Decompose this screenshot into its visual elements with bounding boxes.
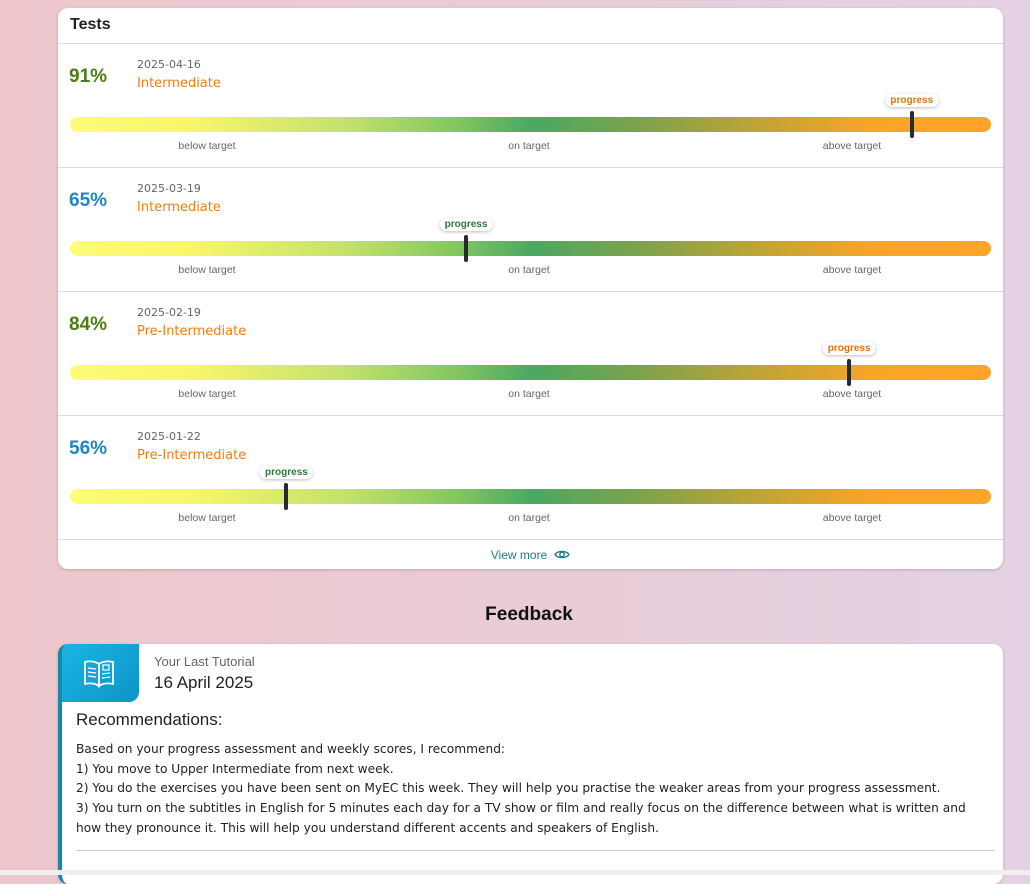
progress-marker-label: progress — [439, 218, 493, 231]
test-row: 56% 2025-01-22 Pre-Intermediate progress… — [58, 416, 1003, 540]
test-row: 65% 2025-03-19 Intermediate progress bel… — [58, 168, 1003, 292]
recommendations-text: Based on your progress assessment and we… — [76, 740, 988, 839]
progress-scale-bar — [70, 365, 991, 380]
test-level: Intermediate — [137, 200, 221, 215]
progress-marker-label: progress — [260, 466, 313, 479]
feedback-card: Your Last Tutorial 16 April 2025 Recomme… — [58, 644, 1003, 884]
progress-scale-bar — [70, 489, 991, 504]
test-score: 65% — [69, 190, 108, 211]
test-date: 2025-04-16 — [137, 58, 201, 71]
scale-label-on: on target — [508, 388, 550, 400]
test-score: 56% — [69, 438, 108, 459]
test-score: 91% — [69, 66, 108, 87]
progress-marker-label: progress — [885, 94, 939, 107]
test-level: Pre-Intermediate — [137, 324, 247, 339]
progress-marker — [464, 235, 469, 262]
scale-label-below: below target — [178, 512, 236, 524]
scale-label-above: above target — [822, 512, 882, 524]
eye-icon — [554, 550, 571, 559]
progress-scale-bar — [70, 241, 991, 256]
page-bottom-edge — [0, 870, 1030, 875]
view-more-label: View more — [490, 547, 548, 562]
scale-label-below: below target — [178, 388, 236, 400]
recommendation-line: 3) You turn on the subtitles in English … — [76, 801, 966, 835]
scale-label-below: below target — [178, 264, 236, 276]
feedback-heading: Feedback — [485, 604, 573, 625]
tutorial-date: 16 April 2025 — [154, 673, 254, 692]
test-level: Intermediate — [137, 76, 221, 91]
test-date: 2025-03-19 — [137, 182, 201, 195]
progress-marker — [909, 111, 914, 138]
scale-label-above: above target — [822, 264, 882, 276]
scale-label-above: above target — [822, 388, 882, 400]
recommendations-title: Recommendations: — [76, 710, 223, 729]
open-book-icon — [62, 644, 139, 702]
tests-title: Tests — [58, 8, 1003, 44]
progress-marker — [847, 359, 852, 386]
recommendation-line: 2) You do the exercises you have been se… — [76, 781, 941, 796]
tutorial-label: Your Last Tutorial — [154, 654, 255, 669]
recommendation-line: 1) You move to Upper Intermediate from n… — [76, 761, 394, 776]
progress-scale-bar — [70, 117, 991, 132]
test-row: 91% 2025-04-16 Intermediate progress bel… — [58, 44, 1003, 168]
scale-label-on: on target — [508, 264, 550, 276]
scale-label-on: on target — [508, 512, 550, 524]
scale-label-below: below target — [178, 140, 236, 152]
progress-marker-label: progress — [822, 342, 876, 355]
scale-label-on: on target — [508, 140, 550, 152]
test-score: 84% — [69, 314, 108, 335]
divider — [76, 850, 995, 851]
test-level: Pre-Intermediate — [137, 448, 247, 463]
scale-label-above: above target — [822, 140, 882, 152]
test-row: 84% 2025-02-19 Pre-Intermediate progress… — [58, 292, 1003, 416]
tests-card: Tests 91% 2025-04-16 Intermediate progre… — [58, 8, 1003, 569]
progress-marker — [284, 483, 289, 510]
test-date: 2025-02-19 — [137, 306, 201, 319]
recommendation-line: Based on your progress assessment and we… — [76, 742, 506, 756]
test-date: 2025-01-22 — [137, 430, 201, 443]
view-more-link[interactable]: View more — [58, 540, 1003, 569]
